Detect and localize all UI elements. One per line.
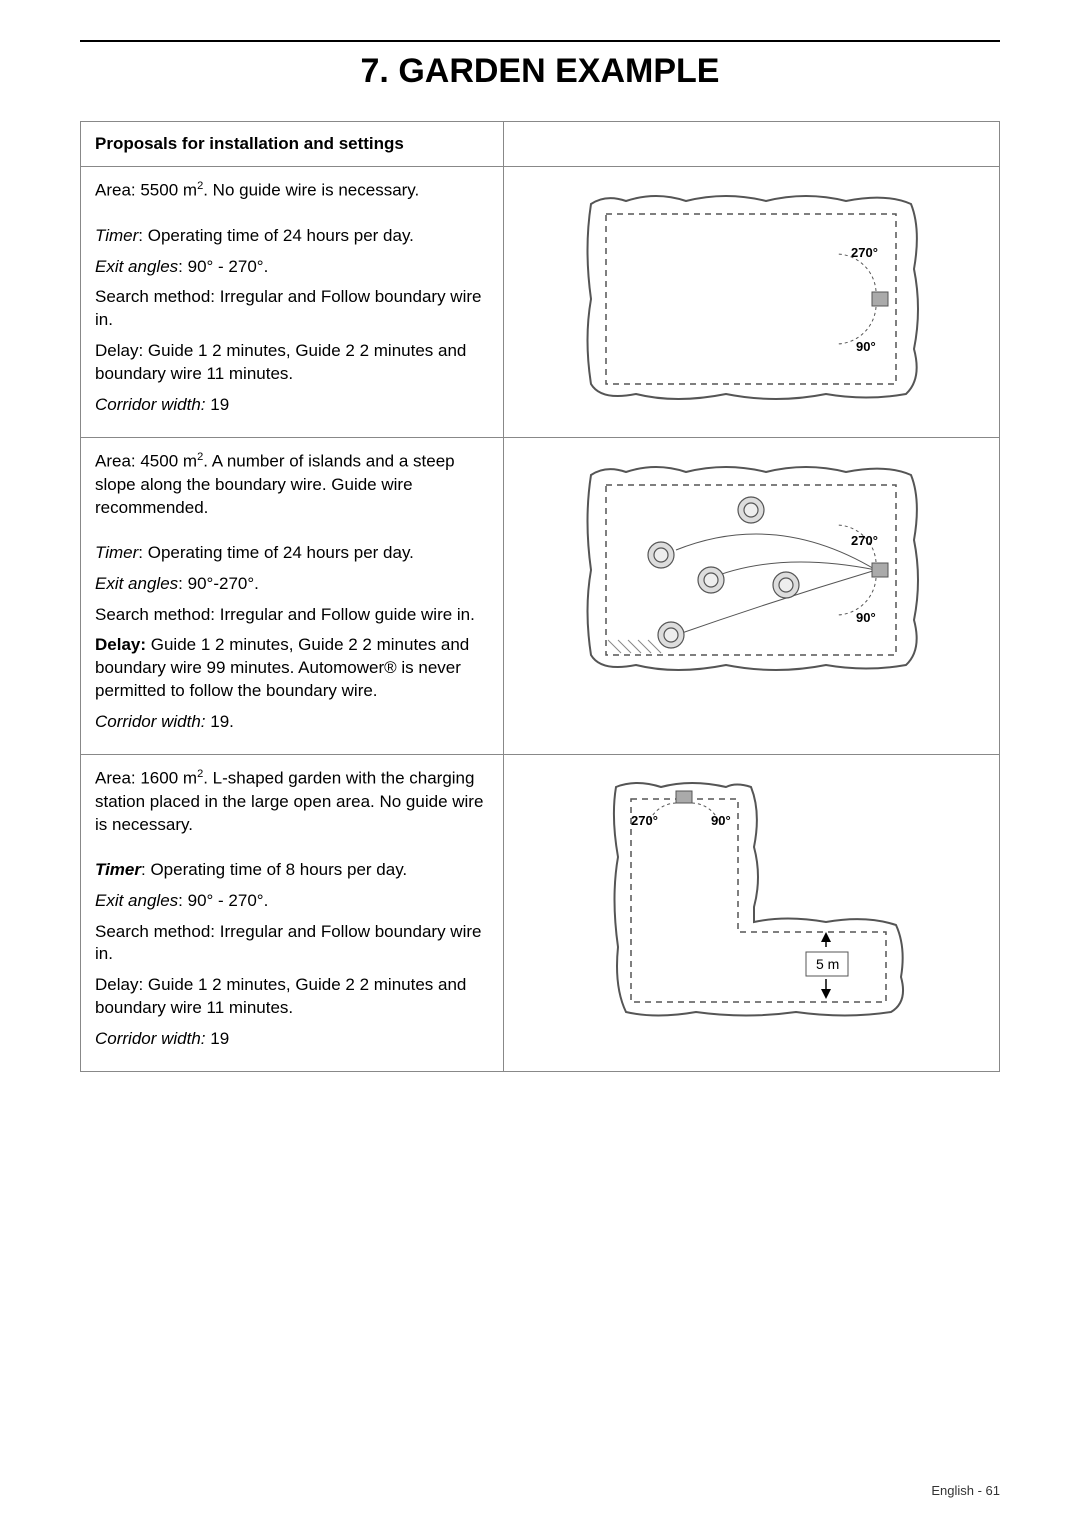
trees-group [648, 497, 799, 648]
area-line: Area: 1600 m2. L-shaped garden with the … [95, 767, 489, 836]
delay-line: Delay: Guide 1 2 minutes, Guide 2 2 minu… [95, 340, 489, 386]
diagram-cell-2: 270° 90° [503, 438, 999, 755]
table-row: Area: 1600 m2. L-shaped garden with the … [81, 755, 1000, 1072]
page-footer: English - 61 [931, 1483, 1000, 1498]
text-cell-2: Area: 4500 m2. A number of islands and a… [81, 438, 504, 755]
delay-line: Delay: Guide 1 2 minutes, Guide 2 2 minu… [95, 974, 489, 1020]
angle-270: 270° [631, 813, 658, 828]
angle-270: 270° [851, 533, 878, 548]
area-line: Area: 5500 m2. No guide wire is necessar… [95, 179, 489, 203]
table-row: Area: 4500 m2. A number of islands and a… [81, 438, 1000, 755]
timer-line: Timer: Operating time of 8 hours per day… [95, 859, 489, 882]
angle-90: 90° [856, 610, 876, 625]
corridor-line: Corridor width: 19 [95, 394, 489, 417]
garden-diagram-2: 270° 90° [576, 450, 926, 680]
search-line: Search method: Irregular and Follow boun… [95, 921, 489, 967]
table-row: Area: 5500 m2. No guide wire is necessar… [81, 167, 1000, 438]
exit-line: Exit angles: 90° - 270°. [95, 256, 489, 279]
garden-diagram-3: 270° 90° 5 m [576, 767, 926, 1027]
garden-diagram-1: 270° 90° [576, 179, 926, 409]
corridor-line: Corridor width: 19. [95, 711, 489, 734]
diagram-cell-1: 270° 90° [503, 167, 999, 438]
dim-label: 5 m [816, 956, 839, 972]
exit-line: Exit angles: 90° - 270°. [95, 890, 489, 913]
angle-270: 270° [851, 245, 878, 260]
timer-line: Timer: Operating time of 24 hours per da… [95, 542, 489, 565]
timer-line: Timer: Operating time of 24 hours per da… [95, 225, 489, 248]
angle-90: 90° [711, 813, 731, 828]
delay-line: Delay: Guide 1 2 minutes, Guide 2 2 minu… [95, 634, 489, 703]
table-header: Proposals for installation and settings [81, 122, 504, 167]
exit-line: Exit angles: 90°-270°. [95, 573, 489, 596]
search-line: Search method: Irregular and Follow boun… [95, 286, 489, 332]
corridor-line: Corridor width: 19 [95, 1028, 489, 1051]
text-cell-1: Area: 5500 m2. No guide wire is necessar… [81, 167, 504, 438]
top-rule [80, 40, 1000, 42]
search-line: Search method: Irregular and Follow guid… [95, 604, 489, 627]
page-title: 7. GARDEN EXAMPLE [80, 52, 1000, 91]
angle-90: 90° [856, 339, 876, 354]
text-cell-3: Area: 1600 m2. L-shaped garden with the … [81, 755, 504, 1072]
proposals-table: Proposals for installation and settings … [80, 121, 1000, 1072]
table-header-empty [503, 122, 999, 167]
area-line: Area: 4500 m2. A number of islands and a… [95, 450, 489, 519]
diagram-cell-3: 270° 90° 5 m [503, 755, 999, 1072]
